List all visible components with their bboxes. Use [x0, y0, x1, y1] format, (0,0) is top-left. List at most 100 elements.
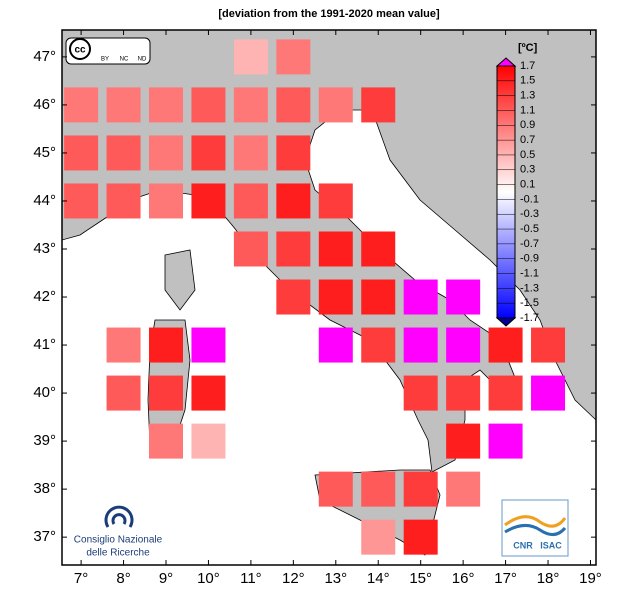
- y-tick-label: 47°: [33, 48, 56, 65]
- grid-cell: [233, 231, 268, 267]
- grid-cell: [191, 87, 226, 123]
- isac-logo: CNR ISAC: [501, 499, 569, 557]
- grid-cell: [403, 327, 438, 363]
- cells: [64, 39, 566, 555]
- y-tick-label: 37°: [33, 528, 56, 545]
- cc-logo: cc BY NC ND: [65, 37, 151, 65]
- grid-cell: [276, 231, 311, 267]
- grid-cell: [233, 87, 268, 123]
- grid-cell: [233, 183, 268, 219]
- y-tick-label: 44°: [33, 192, 56, 209]
- y-tick-label: 42°: [33, 288, 56, 305]
- grid-cell: [318, 231, 353, 267]
- cc-term: NC: [120, 57, 129, 63]
- colorbar-tick-label: -0.7: [520, 238, 539, 250]
- colorbar-label: [ºC]: [518, 42, 538, 54]
- grid-cell: [191, 423, 226, 459]
- grid-cell: [488, 423, 523, 459]
- grid-cell: [446, 327, 481, 363]
- isac-text: CNR: [513, 540, 533, 550]
- grid-cell: [361, 519, 396, 555]
- grid-cell: [64, 183, 99, 219]
- y-tick-label: 45°: [33, 144, 56, 161]
- grid-cell: [106, 327, 141, 363]
- x-tick-label: 19°: [579, 570, 602, 587]
- grid-cell: [318, 279, 353, 315]
- cc-term: ND: [138, 57, 147, 63]
- x-tick-label: 11°: [240, 570, 262, 587]
- grid-cell: [148, 183, 183, 219]
- x-tick-label: 17°: [494, 570, 517, 587]
- grid-cell: [148, 135, 183, 171]
- y-tick-label: 40°: [33, 384, 56, 401]
- x-tick-label: 18°: [537, 570, 560, 587]
- grid-cell: [276, 39, 311, 75]
- colorbar-tick-label: -1.3: [520, 282, 539, 294]
- colorbar-tick-label: -1.7: [520, 312, 539, 324]
- grid-cell: [233, 39, 268, 75]
- cnr-name: Consiglio Nazionale: [74, 535, 163, 546]
- cc-circle: [69, 38, 91, 60]
- cnr-emblem: [104, 505, 134, 528]
- colorbar-tick-label: 0.1: [520, 178, 535, 190]
- grid-cell: [318, 87, 353, 123]
- grid-cell: [148, 327, 183, 363]
- colorbar-tick-label: -0.1: [520, 193, 539, 205]
- x-tick-label: 10°: [197, 570, 220, 587]
- isac-wave: [504, 524, 567, 536]
- grid-cell: [318, 183, 353, 219]
- grid-cell: [403, 279, 438, 315]
- grid-cell: [148, 375, 183, 411]
- y-tick-label: 38°: [33, 480, 56, 497]
- colorbar: 1.7 1.5 1.3 1.1 0.9 0.7 0.5 0.3 0.1 -0.1 -0.3 -0.5 -…: [495, 57, 539, 327]
- cnr-name: delle Ricerche: [86, 548, 150, 559]
- grid-cell: [361, 279, 396, 315]
- grid-cell: [361, 471, 396, 507]
- colorbar-tick-label: -0.5: [520, 223, 539, 235]
- colorbar-tick-label: 1.7: [520, 60, 535, 72]
- colorbar-tick-label: 0.7: [520, 134, 535, 146]
- isac-text: ISAC: [540, 540, 562, 550]
- colorbar-tick-label: 0.3: [520, 164, 535, 176]
- colorbar-tick-label: 1.5: [520, 75, 535, 87]
- grid-cell: [446, 471, 481, 507]
- x-tick-label: 9°: [159, 570, 173, 587]
- x-tick-label: 14°: [367, 570, 390, 587]
- y-tick-label: 43°: [33, 240, 56, 257]
- grid-cell: [191, 327, 226, 363]
- colorbar-tick-label: 1.3: [520, 90, 535, 102]
- corsica: [164, 249, 196, 311]
- grid-cell: [106, 87, 141, 123]
- grid-cell: [276, 135, 311, 171]
- grid-cell: [191, 183, 226, 219]
- grid-cell: [446, 279, 481, 315]
- grid-cell: [446, 423, 481, 459]
- grid-cell: [361, 231, 396, 267]
- x-tick-label: 15°: [409, 570, 432, 587]
- grid-cell: [148, 423, 183, 459]
- grid-cell: [488, 327, 523, 363]
- x-tick-label: 16°: [452, 570, 475, 587]
- y-tick-label: 39°: [33, 432, 56, 449]
- grid-cell: [318, 471, 353, 507]
- grid-cell: [276, 279, 311, 315]
- grid-cell: [64, 135, 99, 171]
- x-tick-label: 8°: [116, 570, 130, 587]
- colorbar-tick-label: 1.1: [520, 104, 535, 116]
- grid-cell: [361, 327, 396, 363]
- colorbar-tick-label: 0.5: [520, 149, 535, 161]
- colorbar-gradient: [496, 65, 516, 319]
- grid-cell: [191, 135, 226, 171]
- grid-cell: [64, 87, 99, 123]
- y-tick-label: 46°: [33, 96, 56, 113]
- grid-cell: [488, 375, 523, 411]
- colorbar-tick-label: -1.5: [520, 297, 539, 309]
- x-tick-label: 12°: [282, 570, 305, 587]
- cc-text: cc: [74, 45, 86, 56]
- colorbar-tick-label: -1.1: [520, 267, 539, 279]
- colorbar-tick-label: -0.9: [520, 253, 539, 265]
- isac-wave: [504, 515, 567, 528]
- x-tick-label: 13°: [324, 570, 347, 587]
- grid-cell: [446, 375, 481, 411]
- colorbar-under: [495, 317, 517, 327]
